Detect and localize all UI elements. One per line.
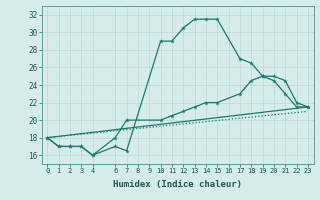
X-axis label: Humidex (Indice chaleur): Humidex (Indice chaleur): [113, 180, 242, 189]
